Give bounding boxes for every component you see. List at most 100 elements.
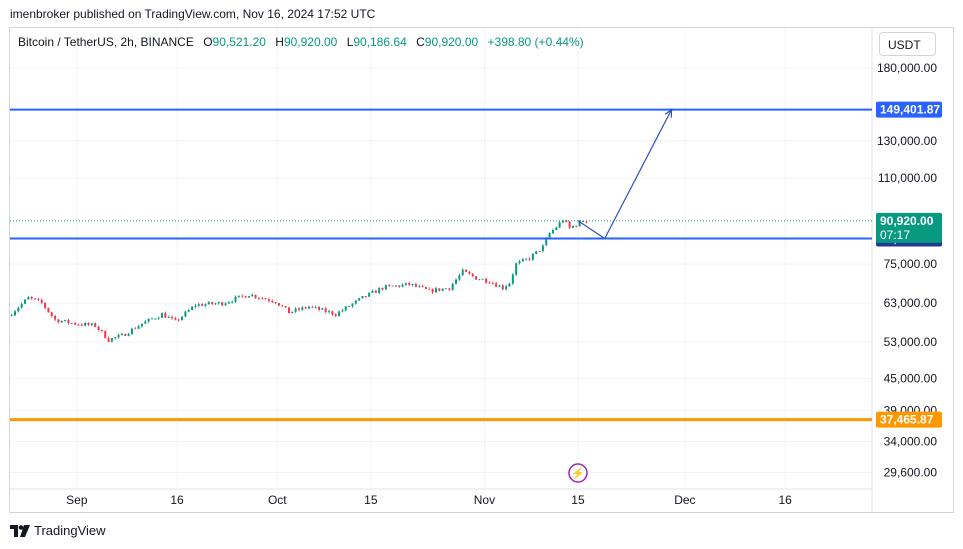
candle-body [505, 286, 508, 290]
candle-body [378, 288, 381, 293]
candle-body [207, 302, 210, 305]
candle-body [227, 302, 230, 304]
candle-body [528, 258, 531, 260]
candle-body [458, 275, 461, 280]
high-value: 90,920.00 [283, 35, 338, 49]
brand-name: TradingView [34, 523, 106, 538]
candle-body [140, 323, 143, 327]
candle-body [261, 298, 264, 300]
candle-body [77, 324, 80, 326]
candle-body [84, 323, 87, 326]
candle-body [34, 298, 37, 300]
candle-body [64, 319, 67, 322]
candle-body [17, 307, 20, 312]
projection-path [577, 109, 673, 240]
candle-body [54, 315, 57, 320]
candle-body [231, 301, 234, 303]
candle-body [531, 253, 534, 260]
candle-body [508, 283, 511, 287]
candle-body [57, 319, 60, 323]
candle-body [107, 338, 110, 342]
candle-body [364, 296, 367, 297]
candle-body [404, 283, 407, 285]
candle-body [124, 333, 127, 336]
candle-body [197, 304, 200, 306]
candle-body [60, 321, 63, 323]
candle-body [475, 276, 478, 280]
candle-body [27, 296, 30, 300]
x-tick-label: 15 [364, 493, 378, 507]
candle-body [137, 326, 140, 329]
candle-body [408, 283, 411, 285]
high-label: H [275, 35, 284, 49]
close-label: C [416, 35, 425, 49]
candle-body [237, 295, 240, 297]
close-value: 90,920.00 [424, 35, 479, 49]
candle-body [234, 296, 237, 302]
candle-body [485, 278, 488, 283]
tradingview-brand[interactable]: TradingView [10, 523, 106, 538]
candle-body [80, 324, 83, 326]
candle-body [535, 251, 538, 254]
y-tick-label: 130,000.00 [877, 134, 937, 148]
candle-body [177, 319, 180, 321]
candle-body [134, 328, 137, 330]
candle-body [120, 333, 123, 335]
symbol-label[interactable]: Bitcoin / TetherUS, 2h, BINANCE [18, 35, 194, 49]
candle-body [384, 285, 387, 290]
candle-body [511, 274, 514, 284]
candle-body [358, 298, 361, 301]
candle-body [501, 285, 504, 290]
candle-body [548, 233, 551, 239]
candle-body [424, 287, 427, 289]
y-tick-label: 180,000.00 [877, 61, 937, 75]
candle-body [174, 318, 177, 320]
candle-body [498, 285, 501, 287]
candle-body [348, 306, 351, 308]
candle-body [418, 286, 421, 287]
candle-body [251, 294, 254, 297]
candle-body [518, 261, 521, 264]
candle-body [318, 306, 321, 310]
candle-body [264, 298, 267, 300]
candle-body [445, 288, 448, 290]
y-tick-label: 53,000.00 [884, 335, 938, 349]
candle-body [351, 303, 354, 307]
candle-body [495, 283, 498, 287]
candle-body [37, 299, 40, 300]
candle-body [575, 226, 578, 227]
candle-body [428, 288, 431, 290]
candle-body [94, 323, 97, 327]
candle-body [551, 230, 554, 234]
candle-body [117, 334, 120, 338]
candle-body [127, 333, 130, 336]
currency-button[interactable]: USDT [879, 32, 936, 56]
candle-body [284, 306, 287, 308]
candle-body [274, 302, 277, 304]
candle-body [368, 292, 371, 297]
level-badge-label: 149,401.87 [880, 103, 940, 117]
level-badge-label: 37,465.87 [880, 413, 934, 427]
candle-body [314, 306, 317, 308]
candle-body [331, 311, 334, 315]
y-tick-label: 29,600.00 [884, 466, 938, 480]
candle-body [581, 221, 584, 222]
candle-body [257, 297, 260, 299]
y-tick-label: 34,000.00 [884, 434, 938, 448]
candle-body [14, 311, 17, 316]
candle-body [154, 318, 157, 320]
candle-body [585, 221, 588, 223]
candle-body [281, 305, 284, 307]
chart-frame [9, 27, 954, 513]
candle-body [324, 308, 327, 313]
candle-body [157, 317, 160, 319]
candle-body [90, 323, 93, 325]
candle-body [515, 263, 518, 275]
candle-body [361, 296, 364, 299]
candle-body [221, 302, 224, 306]
candle-body [374, 290, 377, 293]
low-value: 90,186.64 [353, 35, 407, 49]
y-tick-label: 75,000.00 [884, 257, 938, 271]
candle-body [130, 328, 133, 334]
